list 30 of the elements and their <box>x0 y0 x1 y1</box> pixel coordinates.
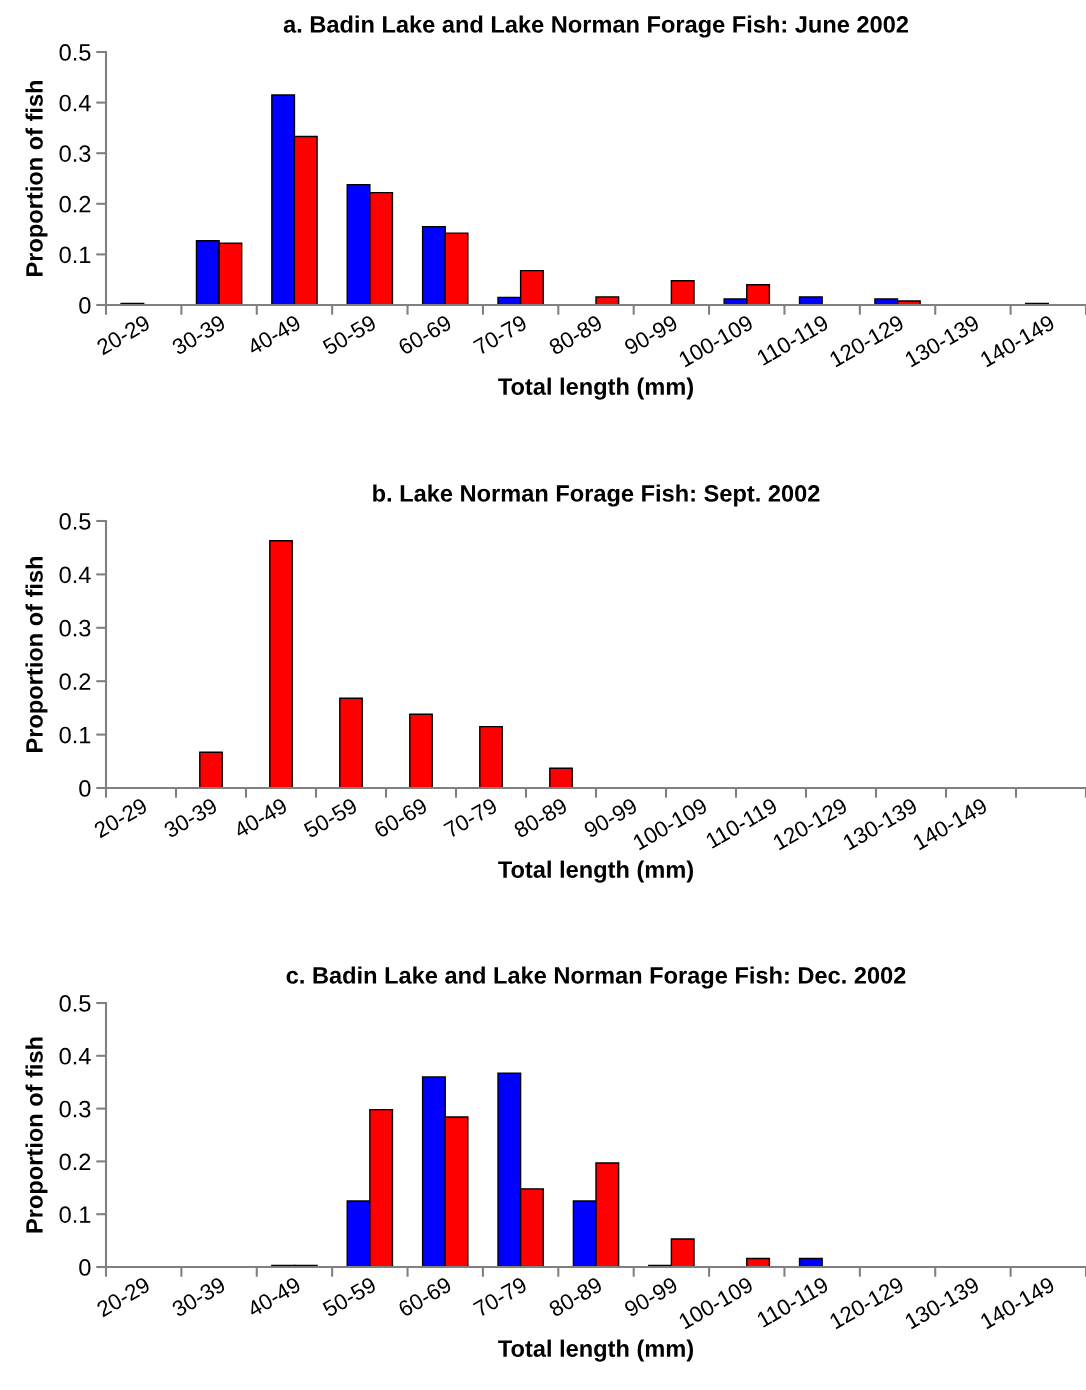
y-tick-label: 0 <box>79 780 91 797</box>
x-axis-title: Total length (mm) <box>498 1339 693 1362</box>
y-tick-label: 0 <box>79 1259 91 1276</box>
y-tick-label: 0.5 <box>59 513 91 530</box>
y-tick-label: 0.3 <box>59 619 91 637</box>
y-tick-label: 0.4 <box>59 94 91 112</box>
y-tick-label: 0.3 <box>59 145 91 162</box>
chart-title: a. Badin Lake and Lake Norman Forage Fish: June 2002 <box>283 15 909 38</box>
x-tick-label: 40-49 <box>245 314 302 356</box>
chart-title: b. Lake Norman Forage Fish: Sept. 2002 <box>373 484 820 507</box>
y-tick-label: 0.2 <box>59 195 91 213</box>
y-tick-label: 0.4 <box>59 566 91 584</box>
y-tick-label: 0.2 <box>59 1153 91 1171</box>
y-tick-label: 0.5 <box>59 44 91 61</box>
y-tick-label: 0.1 <box>59 726 91 744</box>
y-axis-title: Proportion of fish <box>25 1037 48 1233</box>
y-tick-label: 0.1 <box>59 246 91 264</box>
y-axis-title: Proportion of fish <box>25 556 48 752</box>
y-tick-label: 0 <box>79 297 91 314</box>
y-tick-label: 0.5 <box>59 995 91 1012</box>
x-tick-label: 40-49 <box>245 1276 302 1318</box>
y-axis-title: Proportion of fish <box>25 80 48 276</box>
y-tick-label: 0.3 <box>59 1100 91 1118</box>
chart-title: c. Badin Lake and Lake Norman Forage Fish: Dec. 2002 <box>286 966 906 989</box>
x-tick-label: 40-49 <box>232 797 289 839</box>
x-axis-title: Total length (mm) <box>498 860 693 883</box>
y-tick-label: 0.2 <box>59 673 91 690</box>
x-axis-title: Total length (mm) <box>498 377 693 400</box>
y-tick-label: 0.4 <box>59 1047 91 1065</box>
y-tick-label: 0.1 <box>59 1206 91 1223</box>
